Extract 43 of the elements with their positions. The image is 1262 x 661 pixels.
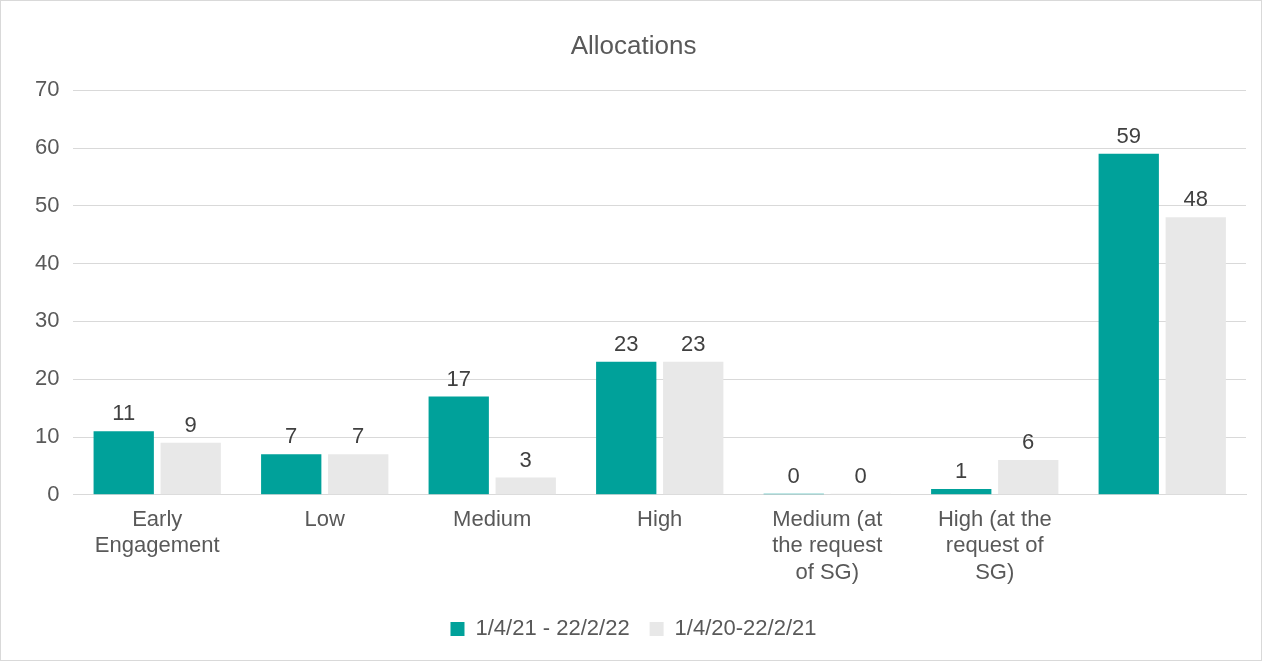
data-label: 7 (285, 423, 298, 449)
data-label: 3 (519, 446, 532, 472)
data-label: 9 (184, 411, 197, 437)
bar (931, 489, 992, 495)
data-label: 7 (352, 423, 365, 449)
y-tick-label: 30 (34, 307, 60, 333)
data-label: 6 (1022, 429, 1035, 455)
data-label: 59 (1116, 122, 1141, 148)
y-tick-label: 50 (34, 191, 60, 217)
x-tick-label: Medium (453, 506, 532, 532)
x-tick-label: Early Engagement (94, 506, 220, 558)
y-tick-label: 60 (34, 134, 60, 160)
x-tick-label: Low (304, 506, 346, 532)
data-label: 48 (1183, 186, 1208, 212)
bar (998, 460, 1059, 495)
x-tick-label: High (at the request of SG) (937, 506, 1052, 584)
bar (261, 454, 322, 495)
data-label: 17 (446, 365, 471, 391)
bar (495, 477, 556, 495)
data-label: 0 (787, 462, 800, 488)
bar (1098, 153, 1159, 495)
bar (328, 454, 389, 495)
y-tick-label: 10 (34, 423, 60, 449)
bar (596, 361, 657, 495)
chart-title: Allocations (570, 29, 697, 60)
bar (160, 442, 221, 495)
bar (93, 431, 154, 495)
bar (663, 361, 724, 495)
data-label: 1 (955, 458, 968, 484)
data-label: 23 (680, 330, 706, 356)
y-tick-label: 20 (34, 365, 60, 391)
data-label: 23 (613, 330, 639, 356)
bar (428, 396, 489, 495)
x-tick-label: Medium (at the request of SG) (772, 506, 883, 584)
legend-label: 1/4/21 - 22/2/22 (475, 615, 630, 641)
legend-label: 1/4/20-22/2/21 (674, 615, 817, 641)
x-tick-label: High (637, 506, 683, 532)
data-label: 0 (854, 462, 867, 488)
y-tick-label: 40 (34, 249, 60, 275)
data-label: 11 (112, 400, 136, 426)
bar (1165, 217, 1226, 495)
y-tick-label: 70 (34, 76, 60, 102)
y-tick-label: 0 (47, 480, 60, 506)
